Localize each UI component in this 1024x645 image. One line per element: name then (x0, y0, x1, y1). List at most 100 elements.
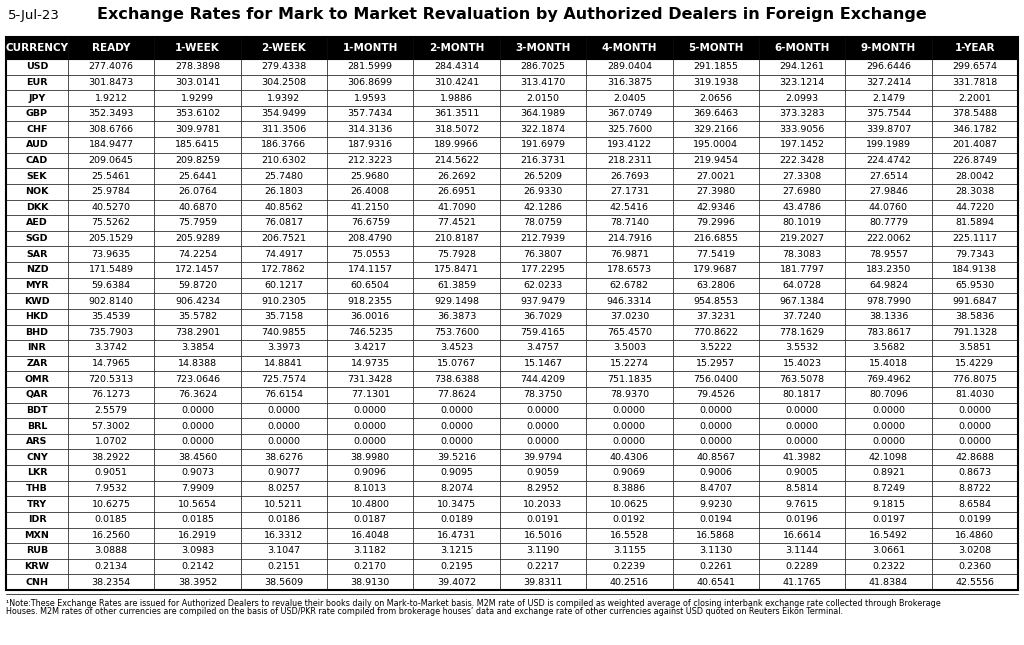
Bar (414, 309, 500, 324)
Bar (241, 137, 327, 153)
Bar (327, 184, 414, 199)
Text: 8.4707: 8.4707 (699, 484, 732, 493)
Text: 16.5016: 16.5016 (523, 531, 562, 540)
Bar (759, 543, 845, 559)
Bar (68, 137, 155, 153)
Text: 286.7025: 286.7025 (520, 63, 565, 72)
Text: 0.0000: 0.0000 (353, 406, 387, 415)
Bar (673, 559, 759, 575)
Bar (241, 340, 327, 356)
Bar (500, 137, 586, 153)
Bar (68, 231, 155, 246)
Text: 175.8471: 175.8471 (434, 265, 479, 274)
Bar (68, 387, 155, 402)
Bar (586, 277, 673, 293)
Bar (327, 418, 414, 434)
Bar (759, 450, 845, 465)
Text: 279.4338: 279.4338 (261, 63, 306, 72)
Text: 209.8259: 209.8259 (175, 156, 220, 165)
Text: 184.9477: 184.9477 (89, 141, 134, 150)
Text: 0.2170: 0.2170 (353, 562, 387, 571)
Text: 79.7343: 79.7343 (955, 250, 994, 259)
Text: 0.9073: 0.9073 (181, 468, 214, 477)
Bar (759, 387, 845, 402)
Bar (500, 434, 586, 450)
Bar (68, 106, 155, 121)
Bar (500, 418, 586, 434)
Bar (6, 184, 68, 199)
Bar (932, 372, 1018, 387)
Bar (327, 75, 414, 90)
Text: 77.1301: 77.1301 (350, 390, 390, 399)
Bar (414, 59, 500, 75)
Text: Houses. M2M rates of other currencies are compiled on the basis of USD/PKR rate : Houses. M2M rates of other currencies ar… (6, 607, 843, 616)
Text: DKK: DKK (26, 203, 48, 212)
Bar (68, 402, 155, 418)
Text: 43.4786: 43.4786 (782, 203, 821, 212)
Bar (414, 153, 500, 168)
Bar (414, 465, 500, 481)
Bar (327, 512, 414, 528)
Text: 2.0656: 2.0656 (699, 94, 732, 103)
Bar (845, 402, 932, 418)
Bar (155, 340, 241, 356)
Bar (759, 356, 845, 372)
Text: 26.1803: 26.1803 (264, 187, 303, 196)
Text: 731.3428: 731.3428 (347, 375, 393, 384)
Text: 3.1190: 3.1190 (526, 546, 559, 555)
Text: 0.0000: 0.0000 (872, 406, 905, 415)
Text: 367.0749: 367.0749 (607, 109, 652, 118)
Text: 277.4076: 277.4076 (89, 63, 134, 72)
Bar (932, 168, 1018, 184)
Text: 40.8562: 40.8562 (264, 203, 303, 212)
Text: 744.4209: 744.4209 (520, 375, 565, 384)
Bar (155, 215, 241, 231)
Bar (6, 434, 68, 450)
Text: 0.0196: 0.0196 (785, 515, 818, 524)
Text: 3.0208: 3.0208 (958, 546, 991, 555)
Text: 3.1130: 3.1130 (699, 546, 732, 555)
Bar (68, 543, 155, 559)
Text: 80.1817: 80.1817 (782, 390, 821, 399)
Bar (932, 575, 1018, 590)
Bar (241, 153, 327, 168)
Bar (932, 199, 1018, 215)
Text: 778.1629: 778.1629 (779, 328, 824, 337)
Text: 8.5814: 8.5814 (785, 484, 818, 493)
Bar (241, 356, 327, 372)
Bar (327, 356, 414, 372)
Text: 40.6541: 40.6541 (696, 578, 735, 587)
Bar (155, 184, 241, 199)
Bar (500, 387, 586, 402)
Bar (673, 434, 759, 450)
Bar (414, 121, 500, 137)
Text: 0.0000: 0.0000 (526, 437, 559, 446)
Text: 0.2261: 0.2261 (699, 562, 732, 571)
Bar (6, 496, 68, 512)
Text: 10.0625: 10.0625 (610, 500, 649, 509)
Bar (500, 465, 586, 481)
Bar (414, 37, 500, 59)
Bar (155, 309, 241, 324)
Text: 205.1529: 205.1529 (89, 234, 134, 243)
Text: 0.0000: 0.0000 (612, 437, 646, 446)
Text: SGD: SGD (26, 234, 48, 243)
Bar (6, 37, 1018, 590)
Text: 25.5461: 25.5461 (92, 172, 131, 181)
Text: 15.4229: 15.4229 (955, 359, 994, 368)
Bar (845, 231, 932, 246)
Text: 1-WEEK: 1-WEEK (175, 43, 220, 53)
Text: SAR: SAR (27, 250, 48, 259)
Bar (500, 356, 586, 372)
Bar (586, 90, 673, 106)
Bar (327, 262, 414, 277)
Bar (241, 277, 327, 293)
Bar (586, 309, 673, 324)
Text: 38.5836: 38.5836 (955, 312, 994, 321)
Text: 77.5419: 77.5419 (696, 250, 735, 259)
Text: 191.6979: 191.6979 (520, 141, 565, 150)
Text: 16.2919: 16.2919 (178, 531, 217, 540)
Text: 44.7220: 44.7220 (955, 203, 994, 212)
Text: EUR: EUR (27, 78, 48, 87)
Text: 0.2360: 0.2360 (958, 562, 991, 571)
